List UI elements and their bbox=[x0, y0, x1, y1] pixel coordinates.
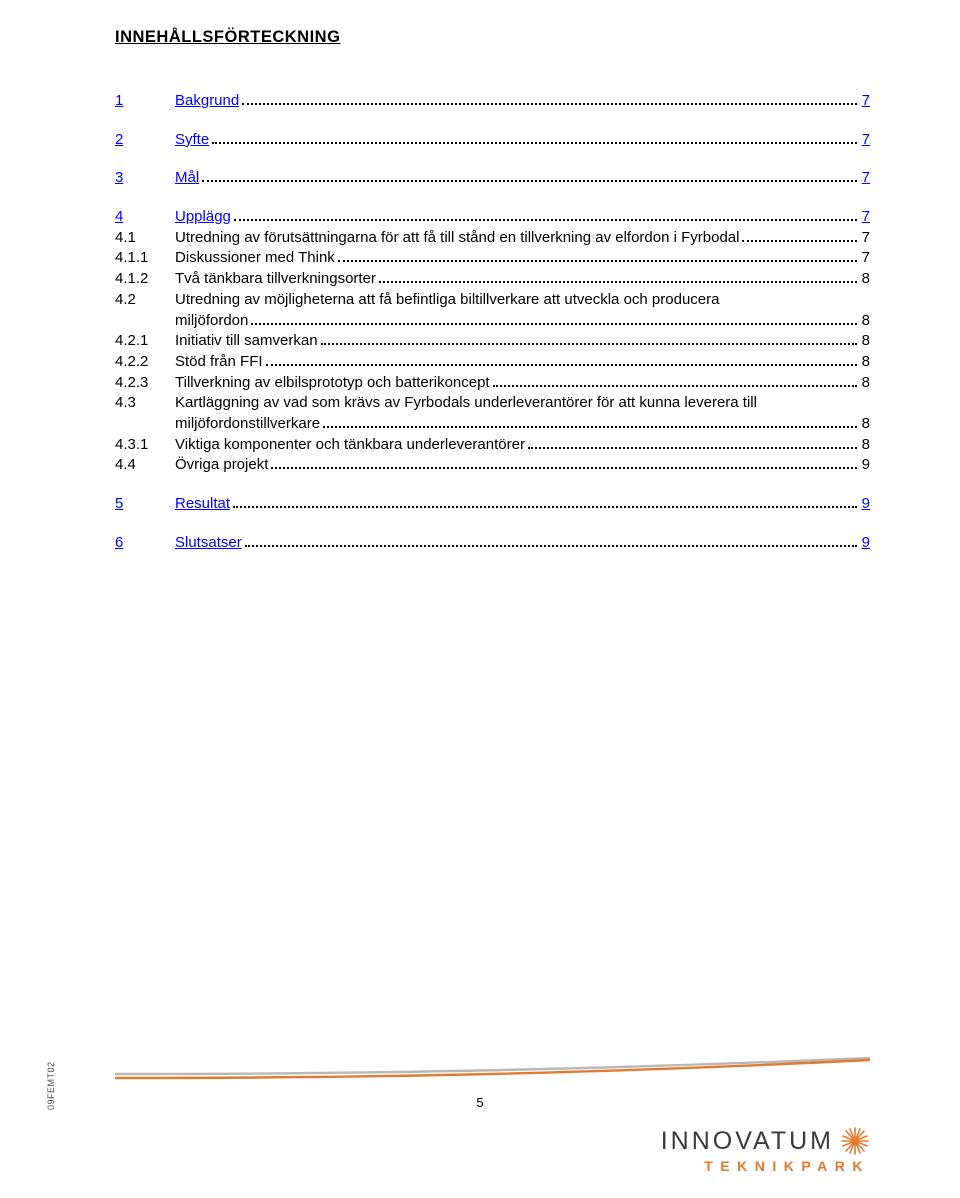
page-number: 5 bbox=[476, 1095, 483, 1110]
toc-label: Initiativ till samverkan bbox=[175, 331, 318, 352]
toc-label: miljöfordonstillverkare bbox=[175, 414, 320, 435]
toc-number: 4.3 bbox=[115, 393, 175, 414]
toc-page: 7 bbox=[860, 228, 870, 249]
toc-entry[interactable]: 4.3.1 Viktiga komponenter och tänkbara u… bbox=[115, 435, 870, 456]
toc-entry[interactable]: 4.4 Övriga projekt 9 bbox=[115, 455, 870, 476]
toc-label: miljöfordon bbox=[175, 311, 248, 332]
toc-entry[interactable]: 4 Upplägg 7 bbox=[115, 207, 870, 228]
toc-leader bbox=[528, 440, 857, 448]
toc-leader bbox=[233, 500, 857, 508]
toc-number: 4 bbox=[115, 207, 175, 228]
toc-entry[interactable]: 4.2.2 Stöd från FFI 8 bbox=[115, 352, 870, 373]
toc-number: 4.1.2 bbox=[115, 269, 175, 290]
toc-page: 9 bbox=[860, 494, 870, 515]
toc-entry[interactable]: 4.3 Kartläggning av vad som krävs av Fyr… bbox=[115, 393, 870, 434]
toc-number: 3 bbox=[115, 168, 175, 189]
toc-number: 4.2 bbox=[115, 290, 175, 311]
logo-top-row: INNOVATUM bbox=[661, 1126, 870, 1156]
toc-entry[interactable]: 4.1.2 Två tänkbara tillverkningsorter 8 bbox=[115, 269, 870, 290]
toc-entry[interactable]: 1 Bakgrund 7 bbox=[115, 91, 870, 112]
toc-number: 1 bbox=[115, 91, 175, 112]
toc-number: 2 bbox=[115, 130, 175, 151]
toc-page: 8 bbox=[860, 414, 870, 435]
toc-label: Bakgrund bbox=[175, 91, 239, 112]
toc-label: Utredning av förutsättningarna för att f… bbox=[175, 228, 739, 249]
burst-icon bbox=[840, 1126, 870, 1156]
toc-leader bbox=[379, 275, 857, 283]
toc-page: 8 bbox=[860, 269, 870, 290]
logo-text-bottom: TEKNIKPARK bbox=[661, 1158, 870, 1174]
footer-swoosh-icon bbox=[115, 1056, 870, 1080]
toc-page: 9 bbox=[860, 455, 870, 476]
toc-page: 9 bbox=[860, 533, 870, 554]
toc-entry[interactable]: 4.2 Utredning av möjligheterna att få be… bbox=[115, 290, 870, 331]
toc-number: 4.1.1 bbox=[115, 248, 175, 269]
toc-label: Övriga projekt bbox=[175, 455, 268, 476]
toc-label: Kartläggning av vad som krävs av Fyrboda… bbox=[175, 393, 757, 414]
footer-divider bbox=[115, 1056, 870, 1080]
toc-entry[interactable]: 4.1 Utredning av förutsättningarna för a… bbox=[115, 228, 870, 249]
toc-leader bbox=[321, 337, 857, 345]
toc-entry[interactable]: 6 Slutsatser 9 bbox=[115, 533, 870, 554]
toc-label: Upplägg bbox=[175, 207, 231, 228]
toc-leader bbox=[234, 213, 857, 221]
toc-number: 6 bbox=[115, 533, 175, 554]
toc-page: 7 bbox=[860, 248, 870, 269]
toc-page: 7 bbox=[860, 168, 870, 189]
toc-page: 8 bbox=[860, 435, 870, 456]
side-document-code: 09FEMT02 bbox=[46, 1061, 56, 1110]
toc-page: 8 bbox=[860, 352, 870, 373]
toc-leader bbox=[251, 316, 856, 324]
toc-entry[interactable]: 4.2.3 Tillverkning av elbilsprototyp och… bbox=[115, 373, 870, 394]
toc-page: 8 bbox=[860, 373, 870, 394]
toc-page: 8 bbox=[860, 311, 870, 332]
toc-number: 5 bbox=[115, 494, 175, 515]
toc-number: 4.2.1 bbox=[115, 331, 175, 352]
toc-entry[interactable]: 4.2.1 Initiativ till samverkan 8 bbox=[115, 331, 870, 352]
toc-leader bbox=[245, 538, 857, 546]
table-of-contents: 1 Bakgrund 7 2 Syfte 7 3 Mål 7 bbox=[115, 91, 870, 553]
toc-label: Mål bbox=[175, 168, 199, 189]
toc-number: 4.4 bbox=[115, 455, 175, 476]
toc-number: 4.2.2 bbox=[115, 352, 175, 373]
toc-number: 4.2.3 bbox=[115, 373, 175, 394]
toc-page: 8 bbox=[860, 331, 870, 352]
toc-label: Slutsatser bbox=[175, 533, 242, 554]
document-page: INNEHÅLLSFÖRTECKNING 1 Bakgrund 7 2 Syft… bbox=[0, 0, 960, 1198]
toc-label: Viktiga komponenter och tänkbara underle… bbox=[175, 435, 525, 456]
toc-leader bbox=[742, 234, 856, 242]
toc-leader bbox=[338, 254, 857, 262]
toc-leader bbox=[202, 174, 856, 182]
toc-label: Syfte bbox=[175, 130, 209, 151]
toc-page: 7 bbox=[860, 207, 870, 228]
toc-entry[interactable]: 5 Resultat 9 bbox=[115, 494, 870, 515]
toc-label: Resultat bbox=[175, 494, 230, 515]
toc-label: Två tänkbara tillverkningsorter bbox=[175, 269, 376, 290]
toc-leader bbox=[323, 420, 857, 428]
toc-leader bbox=[212, 135, 856, 143]
toc-heading: INNEHÅLLSFÖRTECKNING bbox=[115, 28, 870, 47]
toc-number: 4.1 bbox=[115, 228, 175, 249]
toc-leader bbox=[493, 378, 857, 386]
innovatum-logo: INNOVATUM bbox=[661, 1126, 870, 1174]
toc-number: 4.3.1 bbox=[115, 435, 175, 456]
toc-label: Stöd från FFI bbox=[175, 352, 263, 373]
toc-leader bbox=[271, 461, 856, 469]
toc-entry[interactable]: 3 Mål 7 bbox=[115, 168, 870, 189]
toc-label: Utredning av möjligheterna att få befint… bbox=[175, 290, 719, 311]
toc-leader bbox=[266, 358, 857, 366]
toc-page: 7 bbox=[860, 130, 870, 151]
toc-leader bbox=[242, 97, 856, 105]
toc-label: Diskussioner med Think bbox=[175, 248, 335, 269]
toc-page: 7 bbox=[860, 91, 870, 112]
toc-label: Tillverkning av elbilsprototyp och batte… bbox=[175, 373, 490, 394]
toc-entry[interactable]: 4.1.1 Diskussioner med Think 7 bbox=[115, 248, 870, 269]
logo-text-top: INNOVATUM bbox=[661, 1127, 834, 1156]
toc-entry[interactable]: 2 Syfte 7 bbox=[115, 130, 870, 151]
